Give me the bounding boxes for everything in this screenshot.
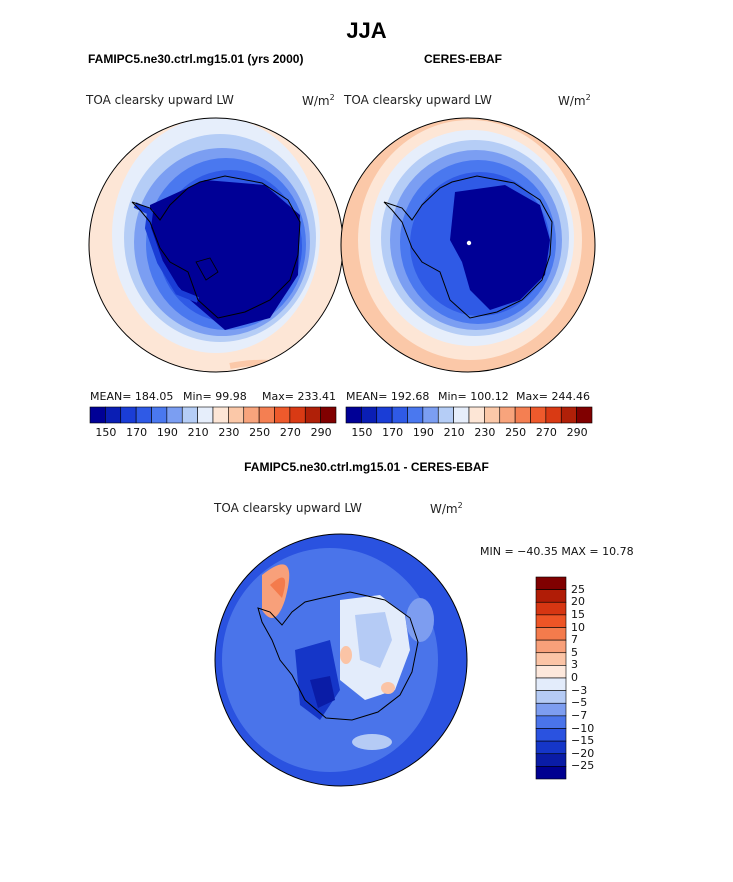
model-colorbar-tick-label: 210 xyxy=(187,426,209,439)
model-min-text: Min= 99.98 xyxy=(183,390,247,403)
obs-variable-label: TOA clearsky upward LW xyxy=(344,93,492,107)
obs-colorbar-tick-label: 170 xyxy=(382,426,404,439)
diff-colorbar-swatch xyxy=(535,677,567,691)
diff-variable-label: TOA clearsky upward LW xyxy=(214,501,362,515)
diff-colorbar-swatch xyxy=(535,665,567,679)
diff-colorbar-swatch xyxy=(535,627,567,641)
diff-colorbar-tick-label: −5 xyxy=(571,696,588,710)
model-antarctic-core xyxy=(150,180,300,330)
diff-colorbar-ticks: 25 20 15 10 7 5 3 0 −3 −5 −7 −10 −15 −20 −25 xyxy=(571,577,611,779)
model-units: W/m xyxy=(302,94,330,108)
diff-colorbar-swatch xyxy=(535,601,567,616)
diff-warm-patch-peninsula-core xyxy=(270,577,286,598)
model-antarctica-coastline xyxy=(131,175,301,319)
diff-colorbar-swatch xyxy=(535,702,567,717)
obs-colorbar-ticks: 150 170 190 210 230 250 270 290 xyxy=(346,426,592,440)
model-units-sup: 2 xyxy=(329,93,335,102)
diff-colorbar-swatch xyxy=(535,589,567,603)
diff-colorbar-swatch xyxy=(535,766,567,780)
diff-warm-spot-center xyxy=(340,646,352,664)
model-colorbar-tick-label: 290 xyxy=(310,426,332,439)
diff-colorbar-tick-label: −20 xyxy=(571,746,595,760)
diff-colorbar-tick-label: 10 xyxy=(571,620,585,634)
model-colorbar-tick-label: 170 xyxy=(126,426,148,439)
model-colorbar-tick-label: 230 xyxy=(218,426,240,439)
obs-units-sup: 2 xyxy=(585,93,591,102)
diff-panel-title: FAMIPC5.ne30.ctrl.mg15.01 - CERES-EBAF xyxy=(244,460,489,474)
diff-units-label: W/m2 xyxy=(430,501,463,516)
obs-units: W/m xyxy=(558,94,586,108)
diff-colorbar-tick-label: −7 xyxy=(571,708,588,722)
obs-min-text: Min= 100.12 xyxy=(438,390,509,403)
diff-colorbar-tick-label: 25 xyxy=(571,582,585,596)
diff-colorbar xyxy=(535,576,567,780)
diff-colorbar-tick-label: 20 xyxy=(571,595,585,609)
model-colorbar-tick-label: 270 xyxy=(279,426,301,439)
diff-colorbar-swatch xyxy=(535,715,567,729)
obs-colorbar-swatch xyxy=(576,406,593,424)
model-colorbar-ticks: 150 170 190 210 230 250 270 290 xyxy=(90,426,336,440)
model-colorbar-tick-label: 250 xyxy=(249,426,271,439)
model-peninsula-shading xyxy=(133,202,200,303)
diff-colorbar-swatch xyxy=(535,576,567,590)
diff-colorbar-tick-label: −25 xyxy=(571,759,595,773)
model-colorbar-tick-label: 190 xyxy=(156,426,178,439)
model-colorbar-swatch xyxy=(320,406,337,424)
obs-pole-marker xyxy=(466,240,472,246)
model-units-label: W/m2 xyxy=(302,93,335,108)
obs-colorbar-tick-label: 150 xyxy=(351,426,373,439)
diff-colorbar-swatch xyxy=(535,740,567,755)
diff-colorbar-swatch xyxy=(535,639,567,654)
obs-colorbar-tick-label: 210 xyxy=(443,426,465,439)
diff-colorbar-swatch xyxy=(535,652,567,666)
model-max-text: Max= 233.41 xyxy=(262,390,336,403)
obs-mean-text: MEAN= 192.68 xyxy=(346,390,430,403)
diff-colorbar-swatch xyxy=(535,728,567,742)
obs-units-label: W/m2 xyxy=(558,93,591,108)
obs-panel-title: CERES-EBAF xyxy=(424,52,503,66)
diff-colorbar-tick-label: 3 xyxy=(571,658,578,672)
diff-warm-spot-east xyxy=(381,682,395,694)
diff-colorbar-swatch xyxy=(535,753,567,767)
diff-units-sup: 2 xyxy=(457,501,463,510)
obs-colorbar-tick-label: 190 xyxy=(412,426,434,439)
diff-colorbar-tick-label: −15 xyxy=(571,734,595,748)
diff-colorbar-swatch xyxy=(535,690,567,704)
diff-colorbar-tick-label: −10 xyxy=(571,721,595,735)
diff-colorbar-swatch xyxy=(535,614,567,628)
model-variable-label: TOA clearsky upward LW xyxy=(86,93,234,107)
diff-minmax-text: MIN = −40.35 MAX = 10.78 xyxy=(480,545,634,558)
diff-colorbar-tick-label: 7 xyxy=(571,633,578,647)
obs-colorbar xyxy=(345,406,593,424)
obs-max-text: Max= 244.46 xyxy=(516,390,590,403)
diff-units: W/m xyxy=(430,502,458,516)
obs-colorbar-tick-label: 230 xyxy=(474,426,496,439)
diff-colorbar-tick-label: 0 xyxy=(571,671,578,684)
model-colorbar xyxy=(89,406,337,424)
obs-colorbar-tick-label: 290 xyxy=(566,426,588,439)
figure-title: JJA xyxy=(346,18,387,43)
obs-antarctic-core xyxy=(450,185,550,310)
obs-antarctica-coastline xyxy=(383,175,553,319)
diff-light-patch-south xyxy=(352,734,392,750)
obs-colorbar-tick-label: 270 xyxy=(535,426,557,439)
diff-map-border xyxy=(214,533,468,787)
diff-antarctica-coastline xyxy=(257,591,419,721)
model-panel-title: FAMIPC5.ne30.ctrl.mg15.01 (yrs 2000) xyxy=(88,52,304,66)
model-colorbar-tick-label: 150 xyxy=(95,426,117,439)
diff-colorbar-tick-label: 15 xyxy=(571,607,585,621)
diff-minus3-east xyxy=(355,612,392,668)
obs-map-border xyxy=(340,117,596,373)
diff-colorbar-tick-label: 5 xyxy=(571,645,578,659)
obs-colorbar-tick-label: 250 xyxy=(505,426,527,439)
model-ross-ice-shelf-outline xyxy=(195,257,219,281)
diff-light-patch-east xyxy=(406,598,434,642)
model-mean-text: MEAN= 184.05 xyxy=(90,390,174,403)
diff-cold-core xyxy=(310,676,335,708)
diff-colorbar-tick-label: −3 xyxy=(571,683,588,697)
